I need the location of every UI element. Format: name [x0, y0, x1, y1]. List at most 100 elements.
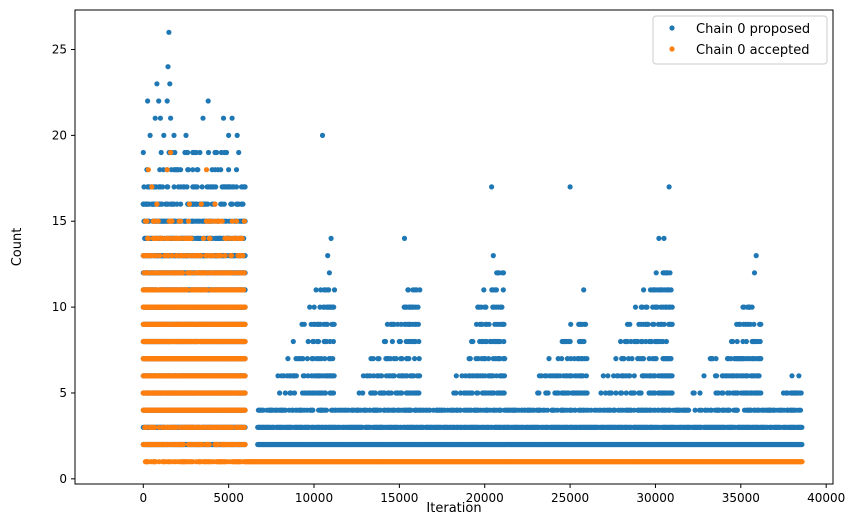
proposed-point [140, 201, 146, 207]
proposed-point [581, 287, 587, 293]
proposed-point [796, 373, 802, 379]
proposed-point [714, 373, 720, 379]
proposed-point [669, 373, 675, 379]
proposed-point [666, 184, 672, 190]
proposed-point [305, 338, 311, 345]
proposed-point [389, 338, 395, 345]
proposed-point [382, 338, 389, 345]
proposed-point [158, 149, 164, 156]
proposed-point [661, 235, 667, 241]
proposed-point [668, 287, 674, 293]
proposed-point [326, 270, 332, 276]
proposed-point [627, 373, 633, 379]
proposed-point [653, 270, 659, 276]
plot-background [75, 10, 833, 484]
proposed-point [475, 390, 481, 396]
proposed-point [453, 373, 459, 379]
proposed-point [691, 390, 697, 396]
proposed-point [154, 81, 160, 87]
proposed-point [641, 287, 647, 293]
proposed-point [629, 356, 635, 362]
proposed-point [322, 356, 328, 362]
proposed-point [331, 287, 338, 293]
proposed-point [500, 270, 507, 276]
proposed-point [415, 304, 421, 310]
proposed-point [417, 373, 423, 379]
proposed-point [399, 356, 405, 362]
proposed-point [165, 184, 171, 190]
proposed-point [322, 390, 329, 396]
proposed-point [323, 407, 330, 413]
proposed-point [486, 321, 492, 327]
proposed-point [360, 390, 366, 396]
proposed-point [205, 98, 211, 104]
proposed-point [631, 407, 637, 413]
proposed-point [501, 390, 507, 396]
accepted-point [152, 459, 159, 465]
proposed-point [697, 390, 703, 396]
proposed-point [743, 338, 750, 345]
proposed-point [613, 390, 619, 396]
proposed-point [325, 253, 331, 259]
proposed-point [645, 321, 651, 327]
proposed-point [581, 338, 587, 345]
proposed-point [190, 167, 196, 173]
proposed-point [370, 356, 376, 362]
proposed-point [692, 407, 698, 413]
proposed-point [734, 338, 740, 345]
proposed-point [240, 201, 246, 207]
proposed-point [757, 338, 763, 345]
proposed-point [408, 407, 414, 413]
proposed-point [501, 338, 507, 345]
proposed-point [156, 98, 162, 104]
proposed-point [640, 356, 647, 362]
proposed-point [178, 201, 184, 207]
accepted-point [206, 441, 212, 448]
proposed-point [195, 167, 201, 173]
proposed-point [397, 338, 403, 345]
proposed-point [483, 304, 489, 310]
proposed-point [663, 270, 669, 276]
proposed-point [416, 356, 422, 362]
proposed-point [583, 321, 589, 327]
proposed-point [734, 407, 741, 413]
proposed-point [730, 338, 736, 345]
proposed-point [293, 373, 299, 379]
proposed-point [330, 338, 336, 345]
accepted-point [242, 407, 248, 413]
proposed-point [567, 338, 573, 345]
proposed-point [282, 390, 288, 396]
proposed-point [632, 304, 639, 310]
proposed-point [623, 390, 629, 396]
proposed-point [145, 98, 151, 104]
proposed-point [405, 287, 411, 293]
proposed-point [500, 287, 506, 293]
proposed-point [168, 115, 174, 121]
proposed-point [185, 167, 192, 173]
proposed-point [598, 390, 604, 396]
proposed-point [205, 201, 211, 207]
proposed-point [746, 304, 752, 310]
proposed-point [171, 184, 177, 190]
proposed-point [161, 132, 167, 138]
proposed-point [470, 338, 476, 345]
proposed-point [568, 321, 574, 327]
proposed-point [467, 356, 473, 362]
proposed-point [147, 132, 153, 138]
proposed-point [661, 321, 667, 327]
proposed-point [300, 356, 306, 362]
proposed-point [157, 115, 163, 121]
proposed-point [214, 149, 220, 156]
proposed-point [686, 407, 692, 413]
proposed-point [171, 132, 177, 138]
proposed-point [391, 373, 397, 379]
proposed-point [200, 115, 206, 121]
proposed-point [165, 64, 171, 70]
proposed-point [199, 184, 205, 190]
proposed-point [205, 149, 212, 156]
proposed-point [213, 184, 219, 190]
proposed-point [458, 407, 464, 413]
proposed-point [638, 390, 644, 396]
proposed-point [330, 356, 336, 362]
proposed-point [708, 407, 715, 413]
